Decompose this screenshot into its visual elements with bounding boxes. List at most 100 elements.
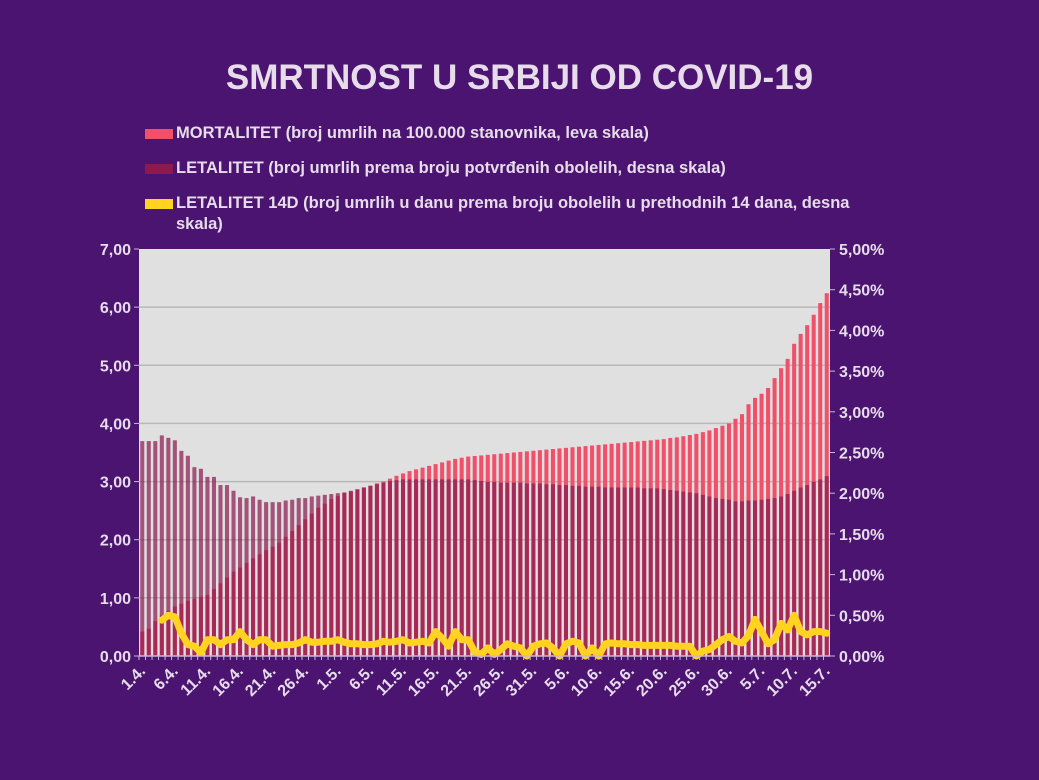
bar-letalitet — [492, 481, 497, 656]
bar-letalitet — [355, 489, 360, 656]
bar-letalitet — [192, 467, 197, 656]
x-tick-label: 15.7. — [796, 663, 833, 700]
x-tick-label: 11.5. — [373, 663, 410, 700]
bar-letalitet — [557, 485, 562, 656]
left-tick-label: 2,00 — [100, 533, 131, 550]
bar-letalitet — [818, 479, 823, 656]
right-tick-label: 0,00% — [839, 649, 884, 666]
bar-letalitet — [283, 500, 288, 656]
bar-letalitet — [479, 480, 484, 656]
bar-letalitet — [172, 440, 177, 656]
x-tick-label: 26.5. — [470, 663, 507, 700]
x-tick-label: 15.6. — [601, 663, 638, 700]
bar-letalitet — [707, 496, 712, 656]
bar-letalitet — [498, 482, 503, 656]
bar-letalitet — [648, 488, 653, 656]
bar-letalitet — [224, 485, 230, 656]
bar-letalitet — [603, 487, 608, 656]
legend-swatch-letalitet — [145, 164, 173, 174]
bar-letalitet — [459, 479, 464, 656]
bar-letalitet — [296, 498, 301, 656]
bar-letalitet — [550, 484, 555, 656]
bar-letalitet — [368, 485, 373, 656]
left-tick-label: 0,00 — [100, 649, 131, 666]
left-tick-label: 5,00 — [100, 358, 131, 375]
bar-letalitet — [792, 490, 797, 656]
x-tick-label: 21.4. — [242, 663, 279, 700]
bar-letalitet — [779, 496, 784, 656]
bar-letalitet — [329, 494, 334, 656]
bar-letalitet — [505, 482, 510, 656]
x-tick-label: 6.4. — [151, 663, 182, 694]
bar-letalitet — [381, 482, 386, 656]
bar-letalitet — [420, 479, 425, 656]
bar-letalitet — [485, 481, 490, 656]
bar-letalitet — [290, 499, 295, 656]
bar-letalitet — [635, 487, 640, 656]
bar-letalitet — [472, 480, 477, 656]
bar-letalitet — [322, 494, 327, 656]
right-tick-label: 4,00% — [839, 323, 884, 340]
bar-letalitet — [244, 498, 249, 656]
x-tick-label: 20.6. — [633, 663, 670, 700]
x-tick-label: 16.4. — [210, 663, 247, 700]
x-tick-label: 1.4. — [118, 663, 149, 694]
bar-letalitet — [616, 487, 621, 656]
bar-letalitet — [394, 480, 399, 656]
bar-letalitet — [440, 479, 445, 656]
bar-letalitet — [400, 479, 406, 656]
left-tick-label: 7,00 — [100, 242, 131, 259]
right-tick-label: 1,00% — [839, 568, 884, 585]
right-tick-label: 4,50% — [839, 283, 884, 300]
bar-letalitet — [713, 498, 718, 656]
bar-letalitet — [590, 486, 595, 656]
bar-letalitet — [785, 494, 790, 656]
bar-letalitet — [277, 502, 282, 656]
legend-swatch-letalitet-14d — [145, 199, 173, 209]
bar-letalitet — [179, 450, 184, 656]
bar-letalitet — [577, 485, 582, 656]
bar-letalitet — [146, 441, 151, 656]
bar-letalitet — [753, 500, 758, 656]
legend-label: MORTALITET (broj umrlih na 100.000 stano… — [176, 124, 649, 142]
line-letalitet-14d — [158, 611, 831, 660]
x-tick-label: 11.4. — [178, 663, 215, 700]
bar-letalitet — [348, 490, 353, 656]
bar-letalitet — [739, 501, 745, 656]
bar-letalitet — [166, 437, 171, 656]
right-tick-label: 5,00% — [839, 242, 884, 259]
x-tick-label: 1.5. — [314, 663, 345, 694]
bar-letalitet — [726, 499, 731, 656]
right-tick-label: 2,00% — [839, 486, 884, 503]
bar-mortalitet — [824, 293, 829, 656]
bar-letalitet — [361, 487, 366, 656]
bar-letalitet — [772, 498, 777, 656]
right-tick-label: 0,50% — [839, 608, 884, 625]
bar-letalitet — [642, 488, 647, 656]
bar-letalitet — [668, 489, 673, 656]
bar-letalitet — [622, 487, 627, 656]
bar-letalitet — [427, 479, 432, 656]
bar-letalitet — [231, 490, 236, 656]
bar-letalitet — [700, 494, 705, 656]
bar-letalitet — [518, 482, 523, 656]
bar-letalitet — [198, 468, 203, 656]
plot-area — [139, 249, 830, 656]
x-tick-label: 21.5. — [438, 663, 475, 700]
bar-letalitet — [694, 493, 699, 656]
bar-letalitet — [257, 499, 262, 656]
bar-letalitet — [185, 455, 190, 656]
left-tick-label: 4,00 — [100, 416, 131, 433]
bar-letalitet — [563, 485, 569, 656]
legend-label: LETALITET 14D (broj umrlih u danu prema … — [176, 194, 850, 233]
bar-letalitet — [446, 479, 451, 656]
bar-letalitet — [407, 479, 412, 656]
bar-letalitet — [316, 495, 321, 656]
chart-title: SMRTNOST U SRBIJI OD COVID-19 — [225, 58, 814, 97]
legend-label: LETALITET (broj umrlih prema broju potvr… — [176, 159, 726, 177]
right-tick-label: 2,50% — [839, 446, 884, 463]
bar-letalitet — [570, 485, 575, 656]
bar-letalitet — [218, 485, 223, 656]
x-tick-label: 10.6. — [568, 663, 605, 700]
